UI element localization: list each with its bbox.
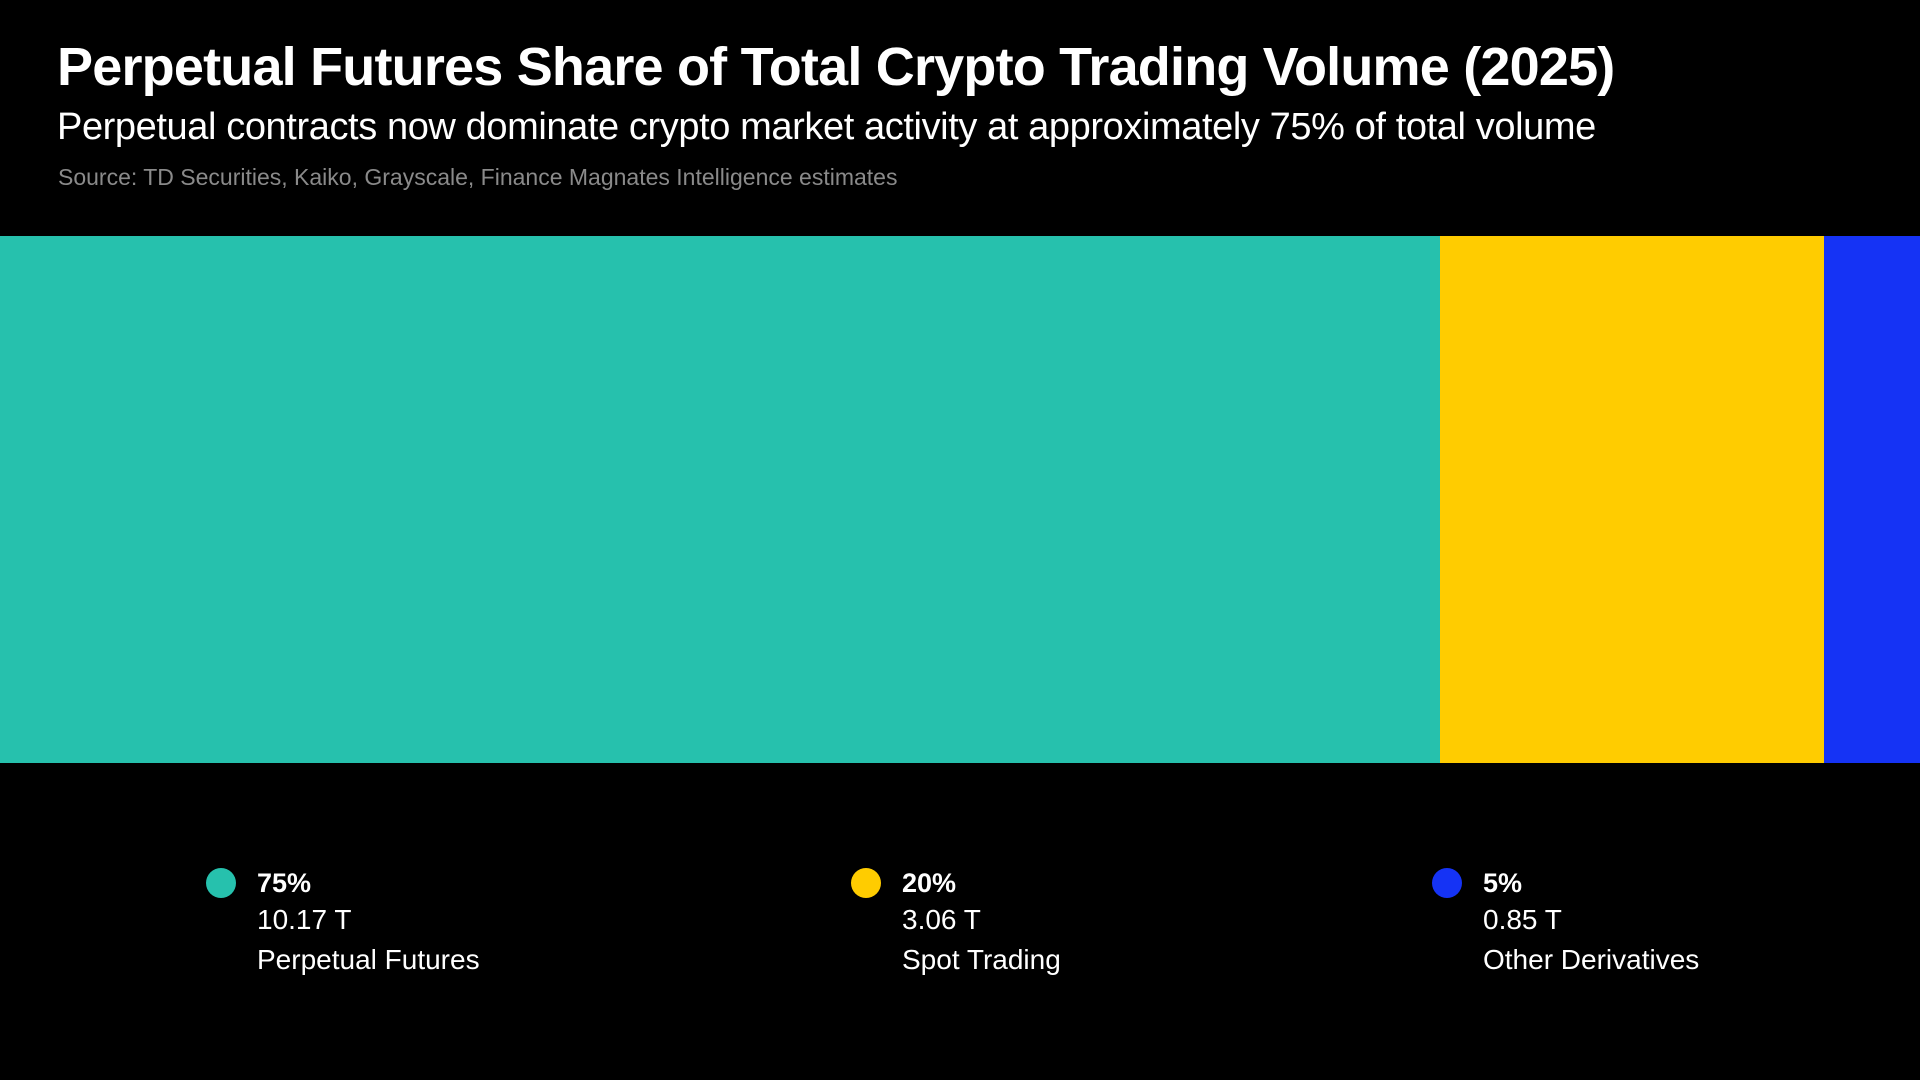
- legend-share: 5%: [1483, 868, 1523, 898]
- chart-subtitle: Perpetual contracts now dominate crypto …: [57, 106, 1596, 148]
- bar-segment-other-derivatives: [1824, 236, 1920, 763]
- legend-share: 20%: [902, 868, 957, 898]
- legend-dot-icon: [1432, 868, 1462, 898]
- legend-label: Perpetual Futures: [257, 944, 480, 975]
- bar-segment-spot-trading: [1440, 236, 1824, 763]
- legend-volume: 0.85 T: [1483, 904, 1562, 935]
- stacked-bar-chart: [0, 236, 1920, 763]
- legend-label: Spot Trading: [902, 944, 1061, 975]
- legend-volume: 3.06 T: [902, 904, 981, 935]
- bar-segment-perpetual-futures: [0, 236, 1440, 763]
- legend-share: 75%: [257, 868, 312, 898]
- legend-volume: 10.17 T: [257, 904, 352, 935]
- chart-title: Perpetual Futures Share of Total Crypto …: [57, 37, 1615, 97]
- legend-dot-icon: [851, 868, 881, 898]
- legend-dot-icon: [206, 868, 236, 898]
- legend-label: Other Derivatives: [1483, 944, 1700, 975]
- chart-source: Source: TD Securities, Kaiko, Grayscale,…: [58, 164, 898, 190]
